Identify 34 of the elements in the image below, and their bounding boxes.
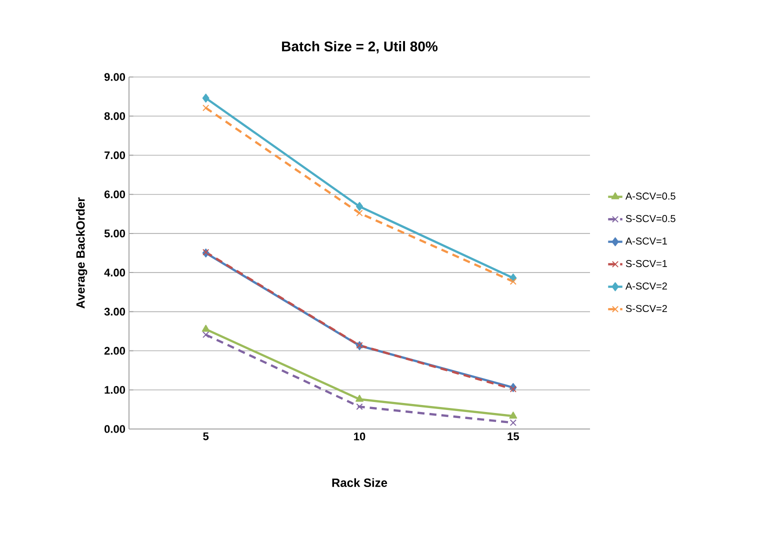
point <box>510 386 517 392</box>
point <box>510 419 517 426</box>
point <box>356 210 363 216</box>
point <box>202 94 210 103</box>
point <box>510 278 517 285</box>
point <box>356 394 364 402</box>
chart-title: Batch Size = 2, Util 80% <box>282 41 438 54</box>
y-tick-label: 3.00 <box>104 308 126 316</box>
legend-label: S-SCV=1 <box>626 260 667 268</box>
legend-label: S-SCV=0.5 <box>626 215 676 222</box>
x-tick-label: 10 <box>354 432 366 440</box>
point <box>509 412 518 419</box>
y-tick-label: 0.00 <box>104 425 126 433</box>
legend-label: A-SCV=2 <box>625 282 667 290</box>
point <box>356 403 363 410</box>
legend-label: A-SCV=0.5 <box>625 192 676 200</box>
point <box>356 202 364 211</box>
x-axis-title: Rack Size <box>332 478 388 487</box>
y-tick-label: 7.00 <box>104 151 126 160</box>
y-tick-label: 4.00 <box>104 268 126 276</box>
y-axis-title: Average BackOrder <box>76 197 88 309</box>
x-tick-label: 15 <box>508 432 519 440</box>
y-tick-label: 6.00 <box>104 190 126 198</box>
y-tick-label: 5.00 <box>104 230 126 238</box>
y-tick-label: 2.00 <box>104 346 126 355</box>
y-tick-label: 9.00 <box>104 73 126 81</box>
point <box>202 104 210 112</box>
legend-label: S-SCV=2 <box>626 304 667 312</box>
y-tick-label: 1.00 <box>104 386 126 394</box>
x-tick-label: 5 <box>203 432 209 440</box>
legend-label: A-SCV=1 <box>625 238 667 245</box>
point <box>202 324 210 332</box>
y-tick-label: 8.00 <box>104 112 126 120</box>
point <box>202 331 210 338</box>
